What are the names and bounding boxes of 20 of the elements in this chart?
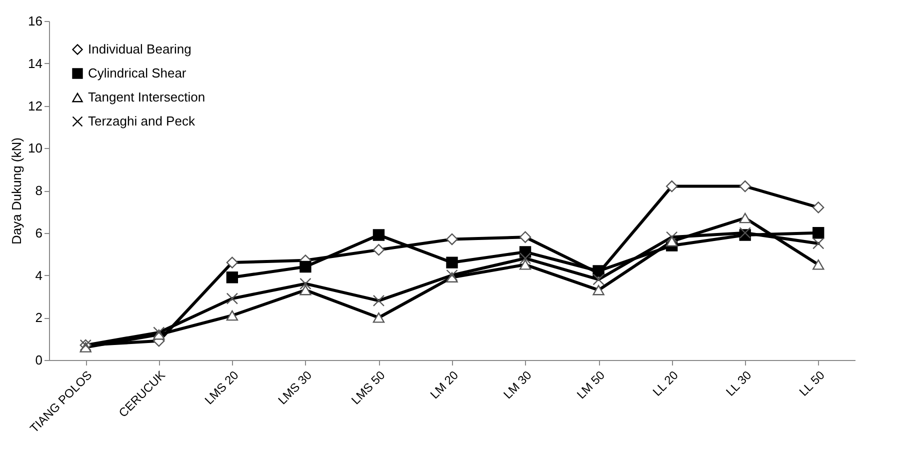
- y-tick-label: 14: [28, 56, 42, 71]
- x-tick-label: LM 30: [500, 368, 534, 402]
- x-tick-label: LL 30: [723, 368, 754, 399]
- y-tick-label: 2: [35, 310, 42, 326]
- y-tick-label: 6: [35, 225, 42, 240]
- y-axis-title: Daya Dukung (kN): [9, 138, 24, 244]
- y-tick-label: 12: [28, 98, 42, 114]
- legend-label: Cylindrical Shear: [88, 66, 187, 80]
- legend-label: Individual Bearing: [88, 42, 192, 56]
- x-tick-label: LL 20: [650, 368, 682, 399]
- y-tick-label: 16: [28, 14, 42, 28]
- x-tick-label: LM 50: [574, 368, 608, 402]
- x-tick-label: LL 50: [796, 368, 828, 399]
- legend-label: Terzaghi and Peck: [88, 114, 196, 128]
- y-tick-label: 0: [35, 352, 42, 368]
- y-tick-label: 4: [35, 268, 42, 283]
- y-tick-label: 8: [35, 183, 42, 198]
- x-tick-label: LM 20: [427, 368, 462, 402]
- legend-label: Tangent Intersection: [88, 90, 206, 104]
- y-tick-label: 10: [28, 140, 42, 156]
